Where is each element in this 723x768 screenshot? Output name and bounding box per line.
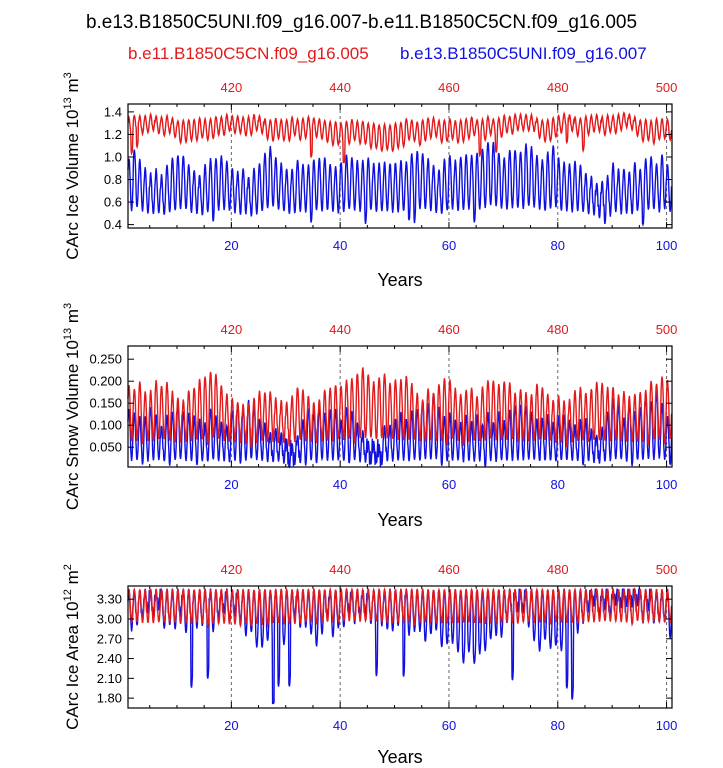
series-line-ctrl	[127, 367, 673, 450]
y-tick-label: 1.80	[97, 691, 122, 706]
x-tick-label-bottom: 80	[551, 238, 565, 253]
y-axis-label-part: CArc Ice Volume 10	[63, 110, 82, 260]
y-tick-label: 3.30	[97, 592, 122, 607]
plot-frame	[127, 103, 673, 229]
x-tick-label-top: 500	[656, 80, 678, 95]
y-tick-label: 2.40	[97, 651, 122, 666]
x-tick-label-top: 480	[547, 322, 569, 337]
x-tick-label-top: 440	[329, 322, 351, 337]
x-tick-label-bottom: 60	[442, 477, 456, 492]
y-axis-label-part: m	[63, 78, 82, 97]
y-axis-label: CArc Ice Volume 1013 m3	[62, 72, 82, 260]
y-tick-label: 2.10	[97, 671, 122, 686]
y-axis-label-exponent: 13	[62, 328, 74, 340]
y-axis-label-part: CArc Ice Area 10	[63, 601, 82, 730]
y-axis-label-exponent: 13	[62, 97, 74, 109]
y-axis-label: CArc Snow Volume 1013 m3	[62, 303, 82, 510]
x-tick-label-bottom: 100	[656, 718, 678, 733]
y-tick-label: 0.6	[104, 195, 122, 210]
y-axis-label-exponent: 3	[62, 303, 74, 309]
figure-title: b.e13.B1850C5UNI.f09_g16.007-b.e11.B1850…	[85, 12, 638, 33]
x-tick-label-top: 440	[329, 562, 351, 577]
x-tick-label-top: 420	[221, 562, 243, 577]
x-tick-label-bottom: 20	[224, 238, 238, 253]
legend-case-label: b.e13.B1850C5UNI.f09_g16.007	[400, 44, 647, 63]
y-tick-label: 1.2	[104, 127, 122, 142]
x-tick-label-bottom: 40	[333, 718, 347, 733]
series-line-case	[127, 392, 673, 469]
chart-panel-2: 0.050 0.100 0.150 0.200 0.250 20 40 60 80 100 420 4…	[62, 303, 677, 530]
x-tick-label-top: 440	[329, 80, 351, 95]
y-axis-label: CArc Ice Area 1012 m2	[62, 564, 82, 730]
y-tick-label: 0.250	[89, 352, 122, 367]
y-axis-label-part: m	[63, 309, 82, 328]
plot-frame	[127, 345, 673, 468]
series-line-ctrl	[127, 586, 673, 629]
y-tick-label: 0.100	[89, 418, 122, 433]
series-line-ctrl	[127, 110, 673, 164]
y-tick-label: 0.4	[104, 217, 122, 232]
x-axis-label: Years	[377, 510, 422, 530]
y-axis-label-exponent: 2	[62, 564, 74, 570]
x-tick-label-top: 420	[221, 322, 243, 337]
x-tick-label-top: 460	[438, 562, 460, 577]
y-axis-label-part: m	[63, 570, 82, 589]
x-tick-label-top: 460	[438, 80, 460, 95]
y-tick-label: 3.00	[97, 611, 122, 626]
x-axis-label: Years	[377, 270, 422, 290]
y-axis-label-part: CArc Snow Volume 10	[63, 340, 82, 510]
x-tick-label-bottom: 80	[551, 477, 565, 492]
y-axis-label-exponent: 3	[62, 72, 74, 78]
chart-panel-3: 1.80 2.10 2.40 2.70 3.00 3.30 20 40 60 80 100 420 44…	[62, 562, 677, 767]
x-tick-label-bottom: 60	[442, 718, 456, 733]
y-tick-label: 0.8	[104, 172, 122, 187]
x-tick-label-bottom: 80	[551, 718, 565, 733]
y-tick-label: 0.150	[89, 396, 122, 411]
y-axis-label-exponent: 12	[62, 589, 74, 601]
plot-frame	[127, 585, 673, 709]
x-tick-label-top: 480	[547, 562, 569, 577]
x-tick-label-top: 500	[656, 562, 678, 577]
y-tick-label: 1.0	[104, 149, 122, 164]
y-tick-label: 0.200	[89, 374, 122, 389]
x-tick-label-bottom: 40	[333, 238, 347, 253]
x-tick-label-top: 500	[656, 322, 678, 337]
x-tick-label-bottom: 20	[224, 477, 238, 492]
y-tick-label: 1.4	[104, 104, 122, 119]
y-tick-label: 2.70	[97, 631, 122, 646]
x-tick-label-bottom: 40	[333, 477, 347, 492]
series-line-case	[127, 141, 673, 227]
x-axis-label: Years	[377, 747, 422, 767]
x-tick-label-bottom: 20	[224, 718, 238, 733]
chart-panel-1: 0.4 0.6 0.8 1.0 1.2 1.4 20 40 60 80 100 420 440 460 48…	[62, 72, 677, 290]
legend-ctrl-label: b.e11.B1850C5CN.f09_g16.005	[128, 44, 369, 63]
y-tick-label: 0.050	[89, 440, 122, 455]
x-tick-label-top: 460	[438, 322, 460, 337]
x-tick-label-bottom: 60	[442, 238, 456, 253]
x-tick-label-bottom: 100	[656, 238, 678, 253]
x-tick-label-top: 480	[547, 80, 569, 95]
x-tick-label-bottom: 100	[656, 477, 678, 492]
x-tick-label-top: 420	[221, 80, 243, 95]
